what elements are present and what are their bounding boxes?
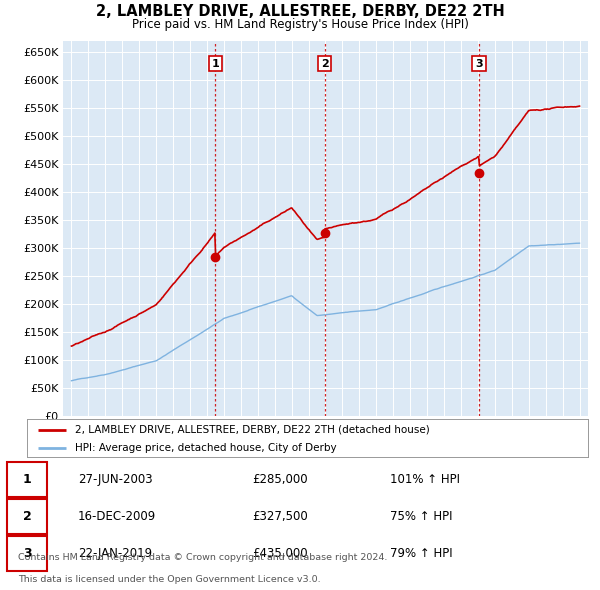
Text: This data is licensed under the Open Government Licence v3.0.: This data is licensed under the Open Gov…: [18, 575, 320, 584]
Text: 27-JUN-2003: 27-JUN-2003: [78, 473, 152, 486]
Text: 79% ↑ HPI: 79% ↑ HPI: [390, 548, 452, 560]
Text: 75% ↑ HPI: 75% ↑ HPI: [390, 510, 452, 523]
Text: 2: 2: [321, 58, 329, 68]
Text: HPI: Average price, detached house, City of Derby: HPI: Average price, detached house, City…: [74, 442, 337, 453]
Text: 3: 3: [23, 548, 31, 560]
Text: Contains HM Land Registry data © Crown copyright and database right 2024.: Contains HM Land Registry data © Crown c…: [18, 553, 388, 562]
FancyBboxPatch shape: [7, 462, 47, 497]
Text: 1: 1: [211, 58, 219, 68]
Text: Price paid vs. HM Land Registry's House Price Index (HPI): Price paid vs. HM Land Registry's House …: [131, 18, 469, 31]
Text: £327,500: £327,500: [252, 510, 308, 523]
Text: 22-JAN-2019: 22-JAN-2019: [78, 548, 152, 560]
Text: 2, LAMBLEY DRIVE, ALLESTREE, DERBY, DE22 2TH (detached house): 2, LAMBLEY DRIVE, ALLESTREE, DERBY, DE22…: [74, 425, 430, 435]
Text: 3: 3: [475, 58, 483, 68]
Text: 16-DEC-2009: 16-DEC-2009: [78, 510, 156, 523]
Text: 2, LAMBLEY DRIVE, ALLESTREE, DERBY, DE22 2TH: 2, LAMBLEY DRIVE, ALLESTREE, DERBY, DE22…: [95, 4, 505, 19]
Text: 2: 2: [23, 510, 31, 523]
Text: £285,000: £285,000: [252, 473, 308, 486]
Text: 1: 1: [23, 473, 31, 486]
FancyBboxPatch shape: [7, 499, 47, 534]
Text: 101% ↑ HPI: 101% ↑ HPI: [390, 473, 460, 486]
Text: £435,000: £435,000: [252, 548, 308, 560]
FancyBboxPatch shape: [7, 536, 47, 571]
